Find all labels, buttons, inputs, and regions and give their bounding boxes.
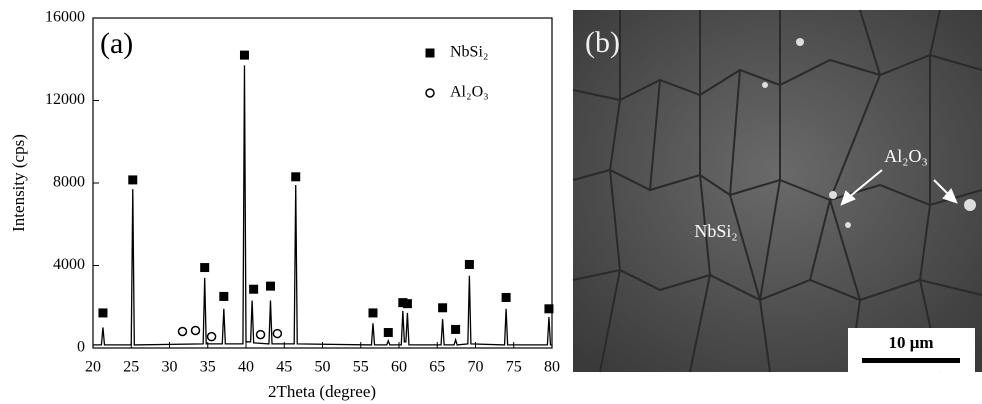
phase-marker <box>249 284 259 294</box>
phase-marker <box>291 172 301 182</box>
x-axis-label: 2Theta (degree) <box>268 382 376 401</box>
phase-marker <box>368 308 378 318</box>
scale-bar-box <box>848 328 975 372</box>
x-tick-label: 55 <box>353 359 369 376</box>
phase-marker <box>219 291 229 301</box>
x-tick-label: 40 <box>238 359 254 376</box>
scale-bar-label: 10 μm <box>888 333 933 352</box>
legend-label: Al₂O₃ <box>450 84 489 101</box>
phase-marker <box>383 328 393 338</box>
x-tick-label: 45 <box>276 359 292 376</box>
phase-marker <box>239 50 249 60</box>
x-tick-label: 60 <box>391 359 407 376</box>
x-tick-label: 25 <box>123 359 139 376</box>
grain-boundaries <box>572 9 982 373</box>
phase-marker <box>190 325 201 336</box>
x-tick-label: 20 <box>85 359 101 376</box>
phase-marker <box>501 292 511 302</box>
phase-marker <box>451 324 461 334</box>
phase-marker <box>98 308 108 318</box>
x-tick-label: 65 <box>429 359 445 376</box>
y-tick-label: 12000 <box>45 91 85 108</box>
x-tick-label: 75 <box>506 359 522 376</box>
xrd-plot: (a) 2Theta (degree) Intensity (cps) 20 25… <box>9 9 560 401</box>
y-tick-label: 4000 <box>53 256 85 273</box>
phase-marker <box>206 331 217 342</box>
scale-bar <box>862 358 960 363</box>
legend-symbol <box>425 48 435 58</box>
x-tick-label: 30 <box>162 359 178 376</box>
phase-marker <box>177 326 188 337</box>
phase-marker <box>200 263 210 273</box>
phase-marker <box>464 259 474 269</box>
phase-marker <box>544 304 554 314</box>
plot-frame <box>92 17 553 349</box>
sem-panel: (b) Al₂O₃ NbSi₂ 10 μm <box>572 9 982 373</box>
y-tick-label: 0 <box>77 339 85 356</box>
xrd-pattern <box>93 65 552 346</box>
arrows <box>840 169 958 206</box>
phase-marker <box>265 281 275 291</box>
phase-marker <box>438 303 448 313</box>
y-tick-label: 16000 <box>45 9 85 26</box>
legend-label: NbSi₂ <box>450 44 488 61</box>
y-axis-label: Intensity (cps) <box>9 134 28 232</box>
x-tick-label: 70 <box>468 359 484 376</box>
x-tick-label: 50 <box>315 359 331 376</box>
panel-label: (b) <box>585 26 620 59</box>
particles <box>762 38 976 228</box>
y-tick-label: 8000 <box>53 174 85 191</box>
x-tick-label: 80 <box>544 359 560 376</box>
phase-marker <box>128 175 138 185</box>
phase-marker <box>402 299 412 309</box>
annotation: Al₂O₃ <box>884 146 928 166</box>
panel-label: (a) <box>100 27 133 60</box>
phase-marker <box>255 329 266 340</box>
x-tick-label: 35 <box>200 359 216 376</box>
legend-symbol <box>425 88 435 98</box>
annotation: NbSi₂ <box>694 221 737 241</box>
phase-marker <box>272 328 283 339</box>
phase-marker <box>398 298 408 308</box>
